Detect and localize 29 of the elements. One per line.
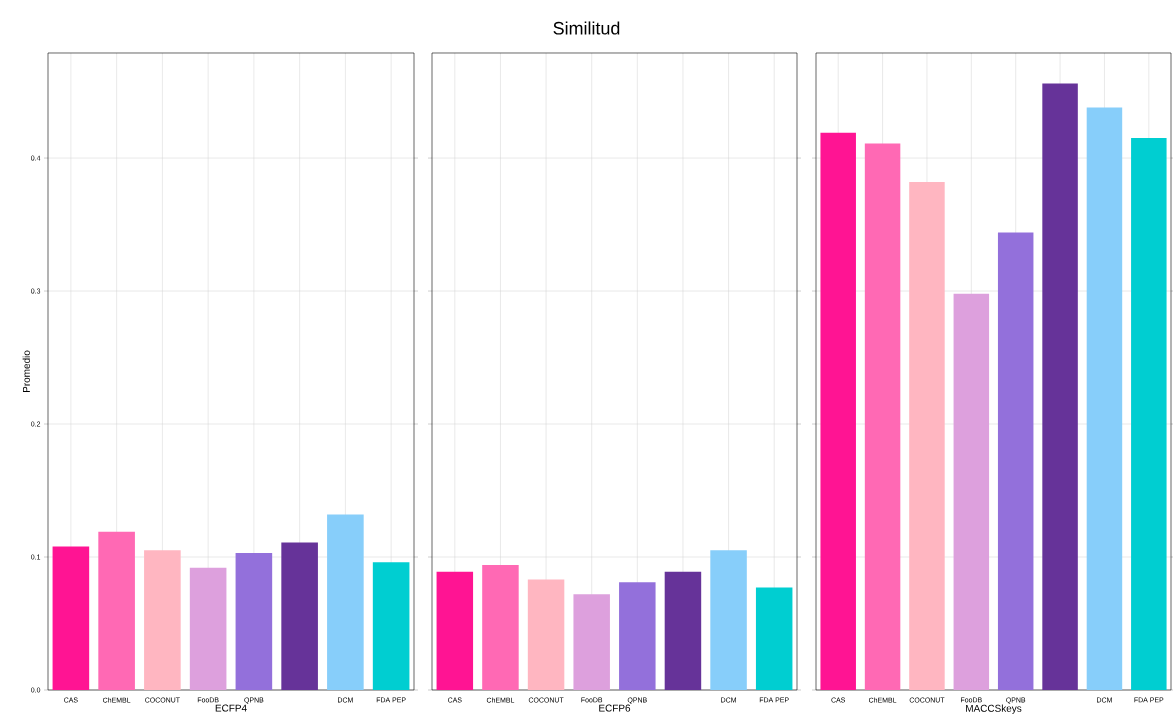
bar	[710, 550, 747, 690]
bar	[820, 132, 856, 690]
bar	[372, 562, 410, 690]
bar	[953, 293, 990, 690]
x-axis-title: ECFP6	[599, 704, 631, 712]
bar	[755, 587, 793, 690]
bar	[52, 546, 90, 690]
x-axis-title: MACCSkeys	[966, 704, 1022, 714]
bar	[235, 553, 273, 690]
bar	[436, 571, 474, 690]
bar	[281, 542, 318, 690]
x-axis-title: ECFP4	[215, 704, 247, 712]
bar	[98, 531, 135, 690]
bar	[527, 579, 565, 690]
chart-title: Similitud	[553, 21, 620, 35]
y-axis-title: Promedio	[22, 350, 30, 392]
bar	[997, 232, 1034, 690]
bar	[189, 567, 227, 690]
bar	[1131, 138, 1167, 690]
bar	[144, 550, 181, 690]
bar	[1086, 107, 1123, 690]
bar	[619, 582, 656, 690]
bar	[573, 594, 610, 690]
bar	[864, 143, 901, 690]
bar	[1042, 83, 1078, 690]
bar	[482, 564, 519, 690]
bar	[327, 514, 364, 690]
bar	[664, 571, 702, 690]
bar	[909, 181, 945, 690]
